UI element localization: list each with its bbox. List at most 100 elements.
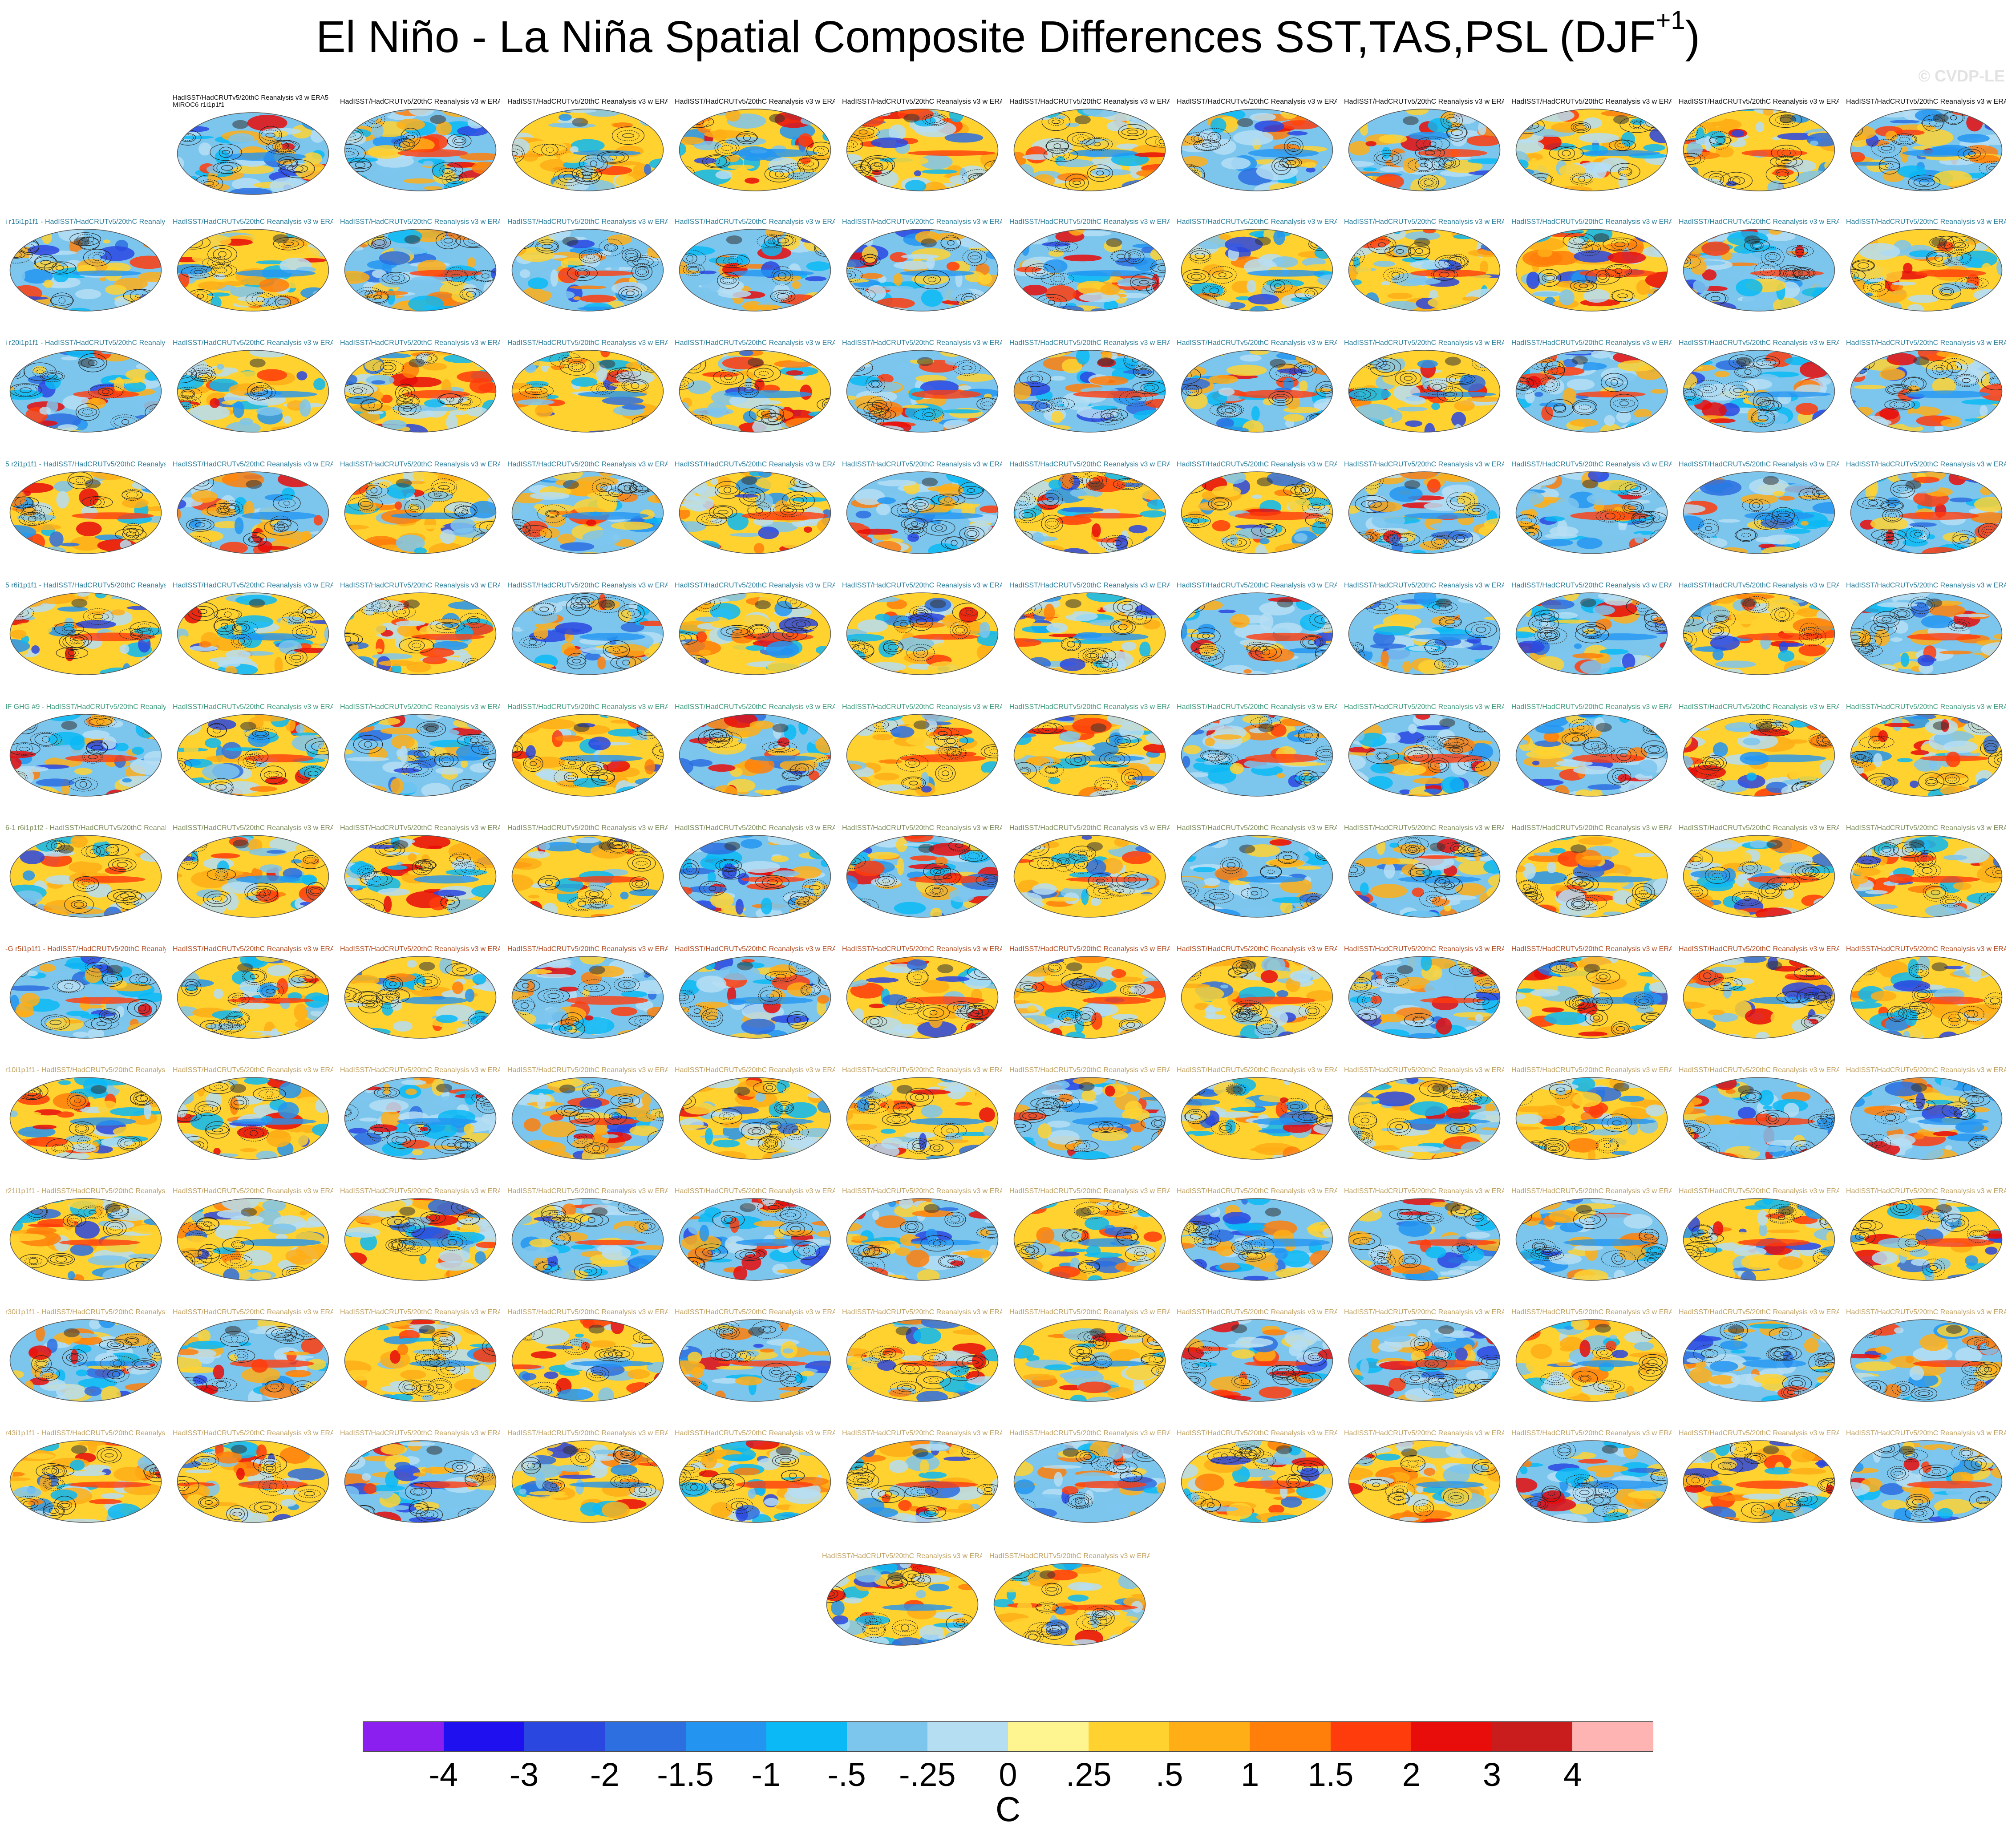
panel-title: HadISST/HadCRUTv5/20thC Reanalysis v3 w … <box>173 218 333 226</box>
map-panel: HadISST/HadCRUTv5/20thC Reanalysis v3 w … <box>173 1066 333 1162</box>
robinson-globe-icon <box>1850 1319 2003 1402</box>
map-panel: HadISST/HadCRUTv5/20thC Reanalysis v3 w … <box>675 1066 835 1162</box>
robinson-globe-icon <box>344 1198 497 1281</box>
map-panel: HadISST/HadCRUTv5/20thC Reanalysis v3 w … <box>1009 582 1170 677</box>
robinson-globe-icon <box>1515 1440 1668 1523</box>
map-panel: HadISST/HadCRUTv5/20thC Reanalysis v3 w … <box>675 98 835 194</box>
robinson-globe-icon <box>1013 714 1166 797</box>
map-panel: HadISST/HadCRUTv5/20thC Reanalysis v3 w … <box>507 1429 668 1525</box>
panel-title: HadISST/HadCRUTv5/20thC Reanalysis v3 w … <box>1009 703 1170 711</box>
map-panel: -G r5i1p1f1 - HadISST/HadCRUTv5/20thC Re… <box>5 945 166 1041</box>
robinson-globe-icon <box>1181 835 1333 918</box>
panel-title: HadISST/HadCRUTv5/20thC Reanalysis v3 w … <box>173 1308 333 1316</box>
robinson-globe-icon <box>177 1440 329 1523</box>
panel-title: HadISST/HadCRUTv5/20thC Reanalysis v3 w … <box>675 1066 835 1074</box>
robinson-globe-icon <box>511 1198 664 1281</box>
panel-title: HadISST/HadCRUTv5/20thC Reanalysis v3 w … <box>842 1429 1002 1437</box>
map-panel: r43i1p1f1 - HadISST/HadCRUTv5/20thC Rean… <box>5 1429 166 1525</box>
colorbar-swatch <box>766 1722 847 1751</box>
map-panel: HadISST/HadCRUTv5/20thC Reanalysis v3 w … <box>842 703 1002 799</box>
panel-title: HadISST/HadCRUTv5/20thC Reanalysis v3 w … <box>1679 98 1839 105</box>
map-panel: HadISST/HadCRUTv5/20thC Reanalysis v3 w … <box>340 218 500 314</box>
map-panel: HadISST/HadCRUTv5/20thC Reanalysis v3 w … <box>1679 703 1839 799</box>
map-panel: 5 r6i1p1f1 - HadISST/HadCRUTv5/20thC Rea… <box>5 582 166 677</box>
panel-title: HadISST/HadCRUTv5/20thC Reanalysis v3 w … <box>340 339 500 347</box>
robinson-globe-icon <box>1850 350 2003 433</box>
robinson-globe-icon <box>177 1198 329 1281</box>
colorbar-swatch <box>1089 1722 1170 1751</box>
map-panel: HadISST/HadCRUTv5/20thC Reanalysis v3 w … <box>1679 339 1839 435</box>
panel-title: HadISST/HadCRUTv5/20thC Reanalysis v3 w … <box>842 1066 1002 1074</box>
map-panel: HadISST/HadCRUTv5/20thC Reanalysis v3 w … <box>675 582 835 677</box>
panel-title: HadISST/HadCRUTv5/20thC Reanalysis v3 w … <box>1511 945 1672 953</box>
robinson-globe-icon <box>9 835 162 918</box>
robinson-globe-icon <box>9 1077 162 1160</box>
panel-title: HadISST/HadCRUTv5/20thC Reanalysis v3 w … <box>1009 582 1170 589</box>
panel-title: HadISST/HadCRUTv5/20thC Reanalysis v3 w … <box>1009 1429 1170 1437</box>
colorbar-tick-label: .5 <box>1155 1756 1183 1793</box>
robinson-globe-icon <box>344 1319 497 1402</box>
colorbar-swatch <box>524 1722 605 1751</box>
robinson-globe-icon <box>1181 471 1333 554</box>
map-panel: HadISST/HadCRUTv5/20thC Reanalysis v3 w … <box>340 1308 500 1404</box>
robinson-globe-icon <box>846 229 999 312</box>
colorbar-tick-label: 1.5 <box>1308 1756 1354 1793</box>
panel-title: HadISST/HadCRUTv5/20thC Reanalysis v3 w … <box>1846 1066 2006 1074</box>
panel-title: HadISST/HadCRUTv5/20thC Reanalysis v3 w … <box>675 582 835 589</box>
panel-title: HadISST/HadCRUTv5/20thC Reanalysis v3 w … <box>340 1066 500 1074</box>
robinson-globe-icon <box>846 835 999 918</box>
map-panel: HadISST/HadCRUTv5/20thC Reanalysis v3 w … <box>1679 1066 1839 1162</box>
map-panel: HadISST/HadCRUTv5/20thC Reanalysis v3 w … <box>1344 824 1504 920</box>
robinson-globe-icon <box>679 1440 831 1523</box>
map-panel: HadISST/HadCRUTv5/20thC Reanalysis v3 w … <box>173 461 333 556</box>
panel-title: 5 r2i1p1f1 - HadISST/HadCRUTv5/20thC Rea… <box>5 461 166 468</box>
panel-title: HadISST/HadCRUTv5/20thC Reanalysis v3 w … <box>675 1308 835 1316</box>
map-panel: HadISST/HadCRUTv5/20thC Reanalysis v3 w … <box>1009 1066 1170 1162</box>
map-panel: HadISST/HadCRUTv5/20thC Reanalysis v3 w … <box>1846 1187 2006 1283</box>
robinson-globe-icon <box>846 1198 999 1281</box>
panel-title: HadISST/HadCRUTv5/20thC Reanalysis v3 w … <box>1679 824 1839 832</box>
panel-title: HadISST/HadCRUTv5/20thC Reanalysis v3 w … <box>340 98 500 105</box>
robinson-globe-icon <box>344 714 497 797</box>
robinson-globe-icon <box>1515 714 1668 797</box>
colorbar-swatch <box>1169 1722 1250 1751</box>
robinson-globe-icon <box>1013 471 1166 554</box>
map-panel: HadISST/HadCRUTv5/20thC Reanalysis v3 w … <box>675 824 835 920</box>
map-panel: r10i1p1f1 - HadISST/HadCRUTv5/20thC Rean… <box>5 1066 166 1162</box>
panel-title: HadISST/HadCRUTv5/20thC Reanalysis v3 w … <box>675 703 835 711</box>
panel-title: HadISST/HadCRUTv5/20thC Reanalysis v3 w … <box>1679 218 1839 226</box>
map-panel: HadISST/HadCRUTv5/20thC Reanalysis v3 w … <box>507 98 668 194</box>
page-title: El Niño - La Niña Spatial Composite Diff… <box>316 6 1700 62</box>
panel-title: HadISST/HadCRUTv5/20thC Reanalysis v3 w … <box>173 1066 333 1074</box>
robinson-globe-icon <box>679 109 831 191</box>
panel-title: HadISST/HadCRUTv5/20thC Reanalysis v3 w … <box>507 824 668 832</box>
panel-title: HadISST/HadCRUTv5/20thC Reanalysis v3 w … <box>1009 218 1170 226</box>
map-panel: HadISST/HadCRUTv5/20thC Reanalysis v3 w … <box>1511 461 1672 556</box>
panel-title: HadISST/HadCRUTv5/20thC Reanalysis v3 w … <box>507 461 668 468</box>
robinson-globe-icon <box>1348 229 1501 312</box>
panel-title: HadISST/HadCRUTv5/20thC Reanalysis v3 w … <box>1344 824 1504 832</box>
map-panel: HadISST/HadCRUTv5/20thC Reanalysis v3 w … <box>507 824 668 920</box>
panel-title: 5 r6i1p1f1 - HadISST/HadCRUTv5/20thC Rea… <box>5 582 166 589</box>
robinson-globe-icon <box>511 471 664 554</box>
map-panel: HadISST/HadCRUTv5/20thC Reanalysis v3 w … <box>1846 824 2006 920</box>
robinson-globe-icon <box>1181 592 1333 675</box>
panel-title: HadISST/HadCRUTv5/20thC Reanalysis v3 w … <box>1009 1308 1170 1316</box>
map-panel: HadISST/HadCRUTv5/20thC Reanalysis v3 w … <box>1679 1429 1839 1525</box>
map-panel: HadISST/HadCRUTv5/20thC Reanalysis v3 w … <box>1177 218 1337 314</box>
robinson-globe-icon <box>1013 350 1166 433</box>
panel-title: HadISST/HadCRUTv5/20thC Reanalysis v3 w … <box>842 339 1002 347</box>
map-panel: HadISST/HadCRUTv5/20thC Reanalysis v3 w … <box>675 1187 835 1283</box>
panel-title: IF GHG #9 - HadISST/HadCRUTv5/20thC Rean… <box>5 703 166 711</box>
map-panel: HadISST/HadCRUTv5/20thC Reanalysis v3 w … <box>1679 461 1839 556</box>
colorbar-tick-label: 1 <box>1241 1756 1259 1793</box>
map-panel: HadISST/HadCRUTv5/20thC Reanalysis v3 w … <box>842 1429 1002 1525</box>
panel-title: HadISST/HadCRUTv5/20thC Reanalysis v3 w … <box>1177 339 1337 347</box>
robinson-globe-icon <box>679 1077 831 1160</box>
robinson-globe-icon <box>1013 592 1166 675</box>
map-panel: HadISST/HadCRUTv5/20thC Reanalysis v3 w … <box>1846 98 2006 194</box>
map-panel: HadISST/HadCRUTv5/20thC Reanalysis v3 w … <box>1344 218 1504 314</box>
robinson-globe-icon <box>1515 1319 1668 1402</box>
panel-title: HadISST/HadCRUTv5/20thC Reanalysis v3 w … <box>1009 1187 1170 1195</box>
robinson-globe-icon <box>1348 471 1501 554</box>
